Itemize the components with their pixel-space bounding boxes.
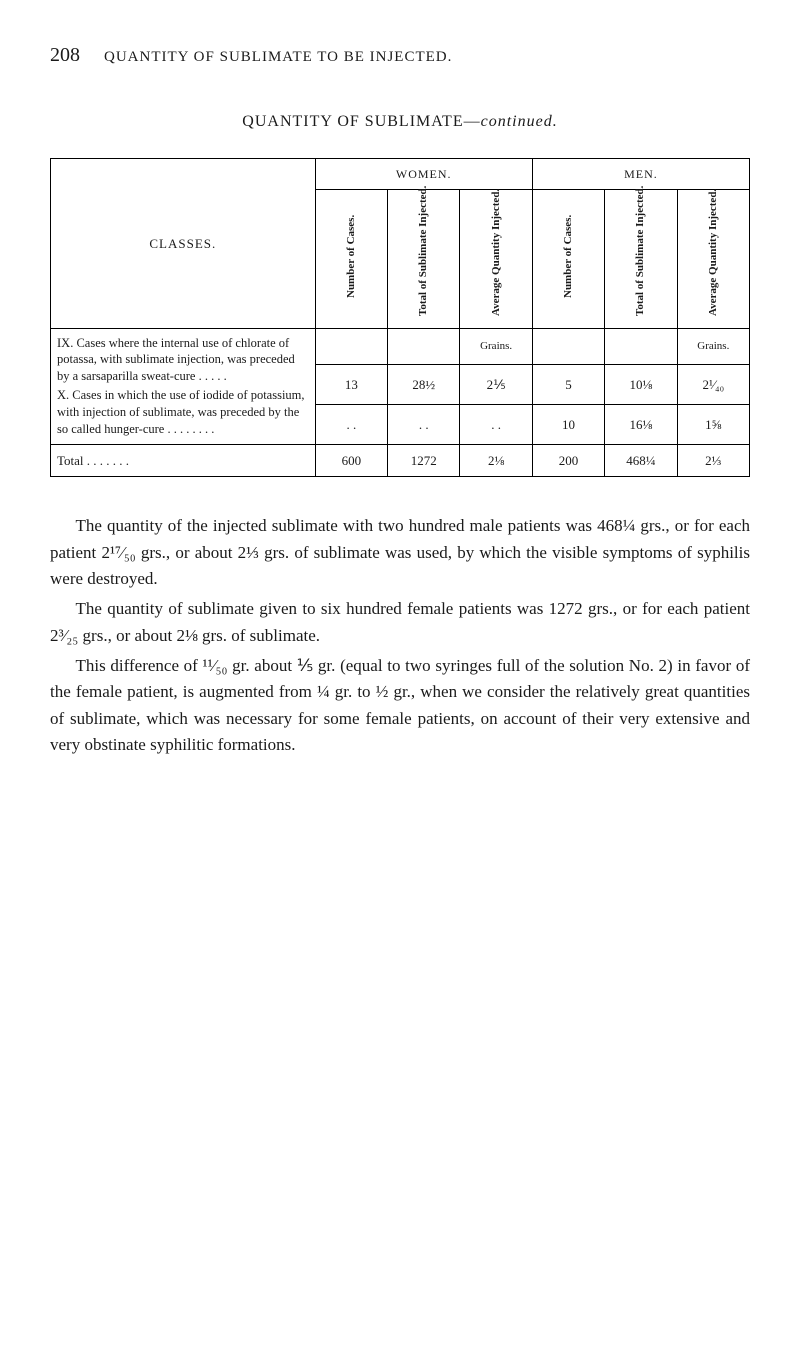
col-women-avg: Average Quantity Injected. — [460, 190, 532, 329]
col-number-label: Number of Cases. — [345, 196, 358, 316]
col-group-men: MEN. — [532, 159, 749, 190]
tw-num: 600 — [315, 444, 387, 477]
unit-men-avg: Grains. — [677, 328, 749, 364]
unit-blank-m1 — [532, 328, 604, 364]
tw-avg: 2⅛ — [460, 444, 532, 477]
page-header: 208 QUANTITY OF SUBLIMATE TO BE INJECTED… — [50, 40, 750, 70]
m-num-1: 10 — [532, 404, 604, 444]
col-number-label-m: Number of Cases. — [562, 196, 575, 316]
col-group-women: WOMEN. — [315, 159, 532, 190]
class-text-x: X. Cases in which the use of iodide of p… — [57, 387, 309, 438]
unit-blank-w1 — [315, 328, 387, 364]
w-avg-1: . . — [460, 404, 532, 444]
col-women-total: Total of Sublimate Injected. — [388, 190, 460, 329]
col-women-number: Number of Cases. — [315, 190, 387, 329]
m-total-1: 16⅛ — [605, 404, 677, 444]
paragraph-2: The quantity of sublimate given to six h… — [50, 596, 750, 649]
w-avg-0: 2⅕ — [460, 364, 532, 404]
col-total-label: Total of Sublimate Injected. — [417, 196, 430, 316]
m-avg-1: 1⅝ — [677, 404, 749, 444]
total-row: Total . . . . . . . 600 1272 2⅛ 200 468¼… — [51, 444, 750, 477]
total-label: Total . . . . . . . — [51, 444, 316, 477]
w-total-1: . . — [388, 404, 460, 444]
paragraph-1: The quantity of the injected sublimate w… — [50, 513, 750, 592]
m-avg-0: 2¹⁄₄₀ — [677, 364, 749, 404]
class-cell: IX. Cases where the internal use of chlo… — [51, 328, 316, 444]
section-title: QUANTITY OF SUBLIMATE—continued. — [50, 110, 750, 134]
running-title: QUANTITY OF SUBLIMATE TO BE INJECTED. — [104, 46, 452, 69]
m-num-0: 5 — [532, 364, 604, 404]
col-men-total: Total of Sublimate Injected. — [605, 190, 677, 329]
col-men-avg: Average Quantity Injected. — [677, 190, 749, 329]
unit-blank-m2 — [605, 328, 677, 364]
col-classes-header: CLASSES. — [51, 159, 316, 329]
section-title-italic: continued. — [481, 113, 558, 130]
col-total-label-m: Total of Sublimate Injected. — [634, 196, 647, 316]
m-total-0: 10⅛ — [605, 364, 677, 404]
col-men-number: Number of Cases. — [532, 190, 604, 329]
w-num-0: 13 — [315, 364, 387, 404]
page-number: 208 — [50, 40, 80, 70]
section-title-text: QUANTITY OF SUBLIMATE— — [242, 113, 480, 130]
unit-row: IX. Cases where the internal use of chlo… — [51, 328, 750, 364]
unit-blank-w2 — [388, 328, 460, 364]
tm-total: 468¼ — [605, 444, 677, 477]
col-avg-label: Average Quantity Injected. — [490, 196, 503, 316]
sublimate-table: CLASSES. WOMEN. MEN. Number of Cases. To… — [50, 158, 750, 477]
w-total-0: 28½ — [388, 364, 460, 404]
unit-women-avg: Grains. — [460, 328, 532, 364]
class-text-ix: IX. Cases where the internal use of chlo… — [57, 335, 309, 386]
tm-num: 200 — [532, 444, 604, 477]
paragraph-3: This difference of ¹¹⁄₅₀ gr. about ⅕ gr.… — [50, 653, 750, 758]
col-avg-label-m: Average Quantity Injected. — [707, 196, 720, 316]
tm-avg: 2⅓ — [677, 444, 749, 477]
tw-total: 1272 — [388, 444, 460, 477]
w-num-1: . . — [315, 404, 387, 444]
